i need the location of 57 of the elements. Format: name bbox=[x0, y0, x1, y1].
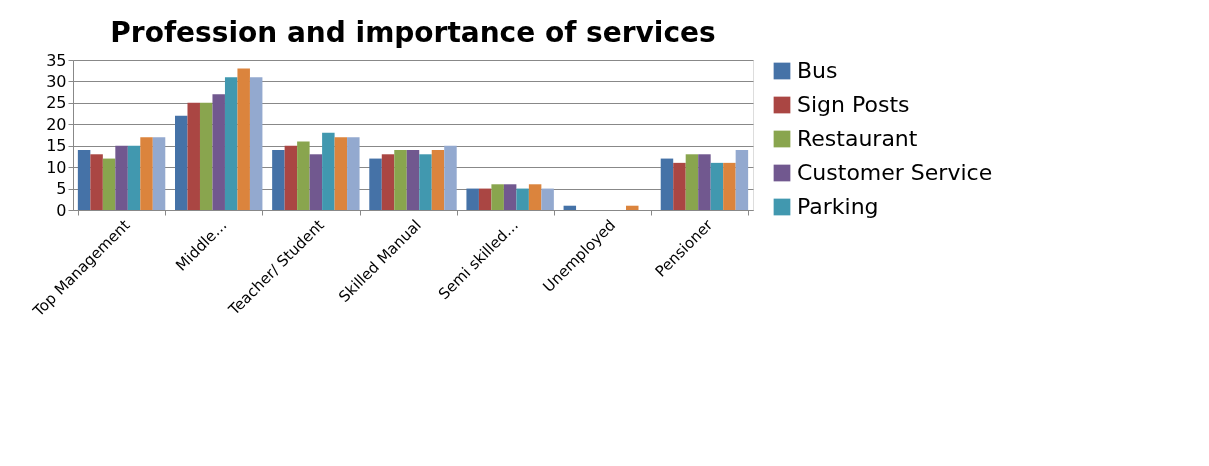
bar bbox=[419, 154, 432, 210]
bar bbox=[152, 137, 166, 210]
bar bbox=[309, 154, 323, 210]
legend-label: Parking bbox=[797, 194, 879, 219]
bar bbox=[466, 188, 479, 210]
bar bbox=[334, 137, 348, 210]
bar bbox=[710, 162, 724, 210]
bar bbox=[322, 132, 335, 210]
legend-label: Sign Posts bbox=[797, 92, 910, 117]
bar bbox=[381, 154, 395, 210]
bar bbox=[541, 188, 554, 210]
legend-label: Restaurant bbox=[797, 126, 918, 151]
bar bbox=[199, 102, 213, 210]
bar bbox=[431, 150, 445, 210]
bar bbox=[626, 205, 639, 210]
bar bbox=[115, 145, 128, 210]
y-tick-label: 10 bbox=[46, 157, 67, 177]
bar bbox=[347, 137, 360, 210]
bar bbox=[90, 154, 103, 210]
y-tick-label: 5 bbox=[56, 179, 67, 199]
bar bbox=[237, 68, 250, 210]
bar bbox=[187, 102, 200, 210]
bar bbox=[685, 154, 699, 210]
y-tick-label: 15 bbox=[46, 136, 67, 156]
bar bbox=[394, 150, 407, 210]
y-tick-label: 35 bbox=[46, 50, 67, 70]
bar bbox=[503, 184, 517, 210]
bar bbox=[272, 150, 285, 210]
bar bbox=[444, 145, 457, 210]
bar bbox=[491, 184, 504, 210]
y-tick-label: 30 bbox=[46, 71, 67, 91]
y-tick-label: 20 bbox=[46, 114, 67, 134]
bar bbox=[224, 77, 238, 210]
bar bbox=[735, 150, 749, 210]
bar bbox=[102, 158, 116, 210]
legend-label: Customer Service bbox=[797, 160, 993, 185]
bar bbox=[212, 94, 225, 210]
bar bbox=[723, 162, 736, 210]
bar bbox=[77, 150, 91, 210]
y-tick-label: 25 bbox=[46, 93, 67, 113]
bar bbox=[698, 154, 711, 210]
bar bbox=[406, 150, 420, 210]
bar bbox=[127, 145, 141, 210]
bar bbox=[284, 145, 298, 210]
bar bbox=[297, 141, 310, 210]
bar bbox=[478, 188, 492, 210]
bar bbox=[660, 158, 674, 210]
bar bbox=[673, 162, 686, 210]
bar bbox=[516, 188, 529, 210]
bar bbox=[140, 137, 153, 210]
bar bbox=[249, 77, 263, 210]
y-tick-label: 0 bbox=[56, 200, 67, 220]
legend-label: Bus bbox=[797, 58, 838, 83]
chart-title: Profession and importance of services bbox=[110, 16, 716, 49]
bar bbox=[175, 115, 188, 210]
bar bbox=[528, 184, 542, 210]
bar bbox=[369, 158, 382, 210]
